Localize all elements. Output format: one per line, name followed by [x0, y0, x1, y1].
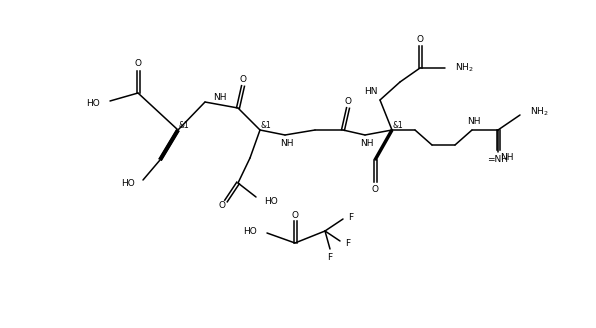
Text: HO: HO [264, 196, 278, 206]
Text: NH: NH [360, 138, 374, 148]
Text: O: O [344, 96, 352, 106]
Text: NH: NH [467, 117, 481, 127]
Text: &1: &1 [260, 120, 271, 130]
Text: F: F [327, 253, 333, 261]
Text: &1: &1 [393, 120, 403, 130]
Text: HO: HO [121, 179, 135, 189]
Text: O: O [291, 211, 299, 219]
Text: HO: HO [86, 98, 100, 108]
Text: =NH: =NH [488, 155, 508, 165]
Text: HN: HN [365, 88, 378, 96]
Text: HO: HO [243, 227, 257, 236]
Text: NH: NH [500, 154, 514, 162]
Text: O: O [371, 184, 378, 194]
Text: O: O [135, 59, 141, 69]
Text: NH$_2$: NH$_2$ [530, 106, 549, 118]
Text: F: F [346, 238, 350, 248]
Text: O: O [240, 74, 247, 84]
Text: O: O [417, 34, 424, 44]
Text: NH: NH [280, 138, 294, 148]
Text: O: O [219, 201, 225, 211]
Text: NH$_2$: NH$_2$ [455, 62, 474, 74]
Text: &1: &1 [179, 120, 190, 130]
Text: NH: NH [213, 93, 226, 102]
Text: F: F [349, 213, 353, 221]
